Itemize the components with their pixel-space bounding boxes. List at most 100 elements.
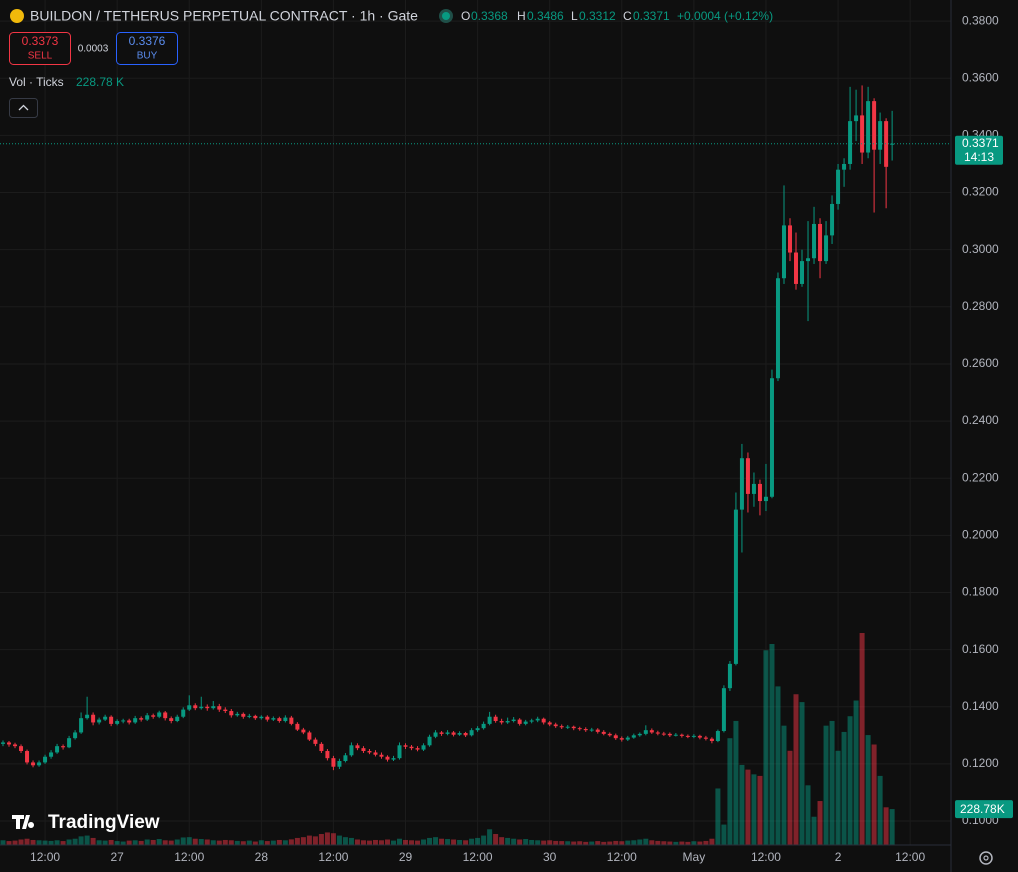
candle-body [848,121,853,164]
y-tick-label: 0.1200 [962,756,999,770]
candle-body [337,761,342,767]
candle-body [385,756,390,760]
candle-body [842,163,847,170]
volume-bar [685,841,691,845]
volume-bar [571,841,577,845]
legend-o-label: O [461,9,470,23]
volume-bar [889,809,895,845]
candle-body [703,737,708,739]
volume-bar [565,841,571,845]
volume-bar [547,840,553,845]
volume-bar [427,837,433,845]
volume-bar [871,744,877,845]
candle-body [175,716,180,722]
settings-button[interactable] [979,851,993,865]
candle-body [812,223,817,259]
candle-body [818,223,823,262]
candle-body [589,729,594,731]
candle-body [679,734,684,736]
volume-bar [102,840,108,845]
candle-body [301,729,306,733]
volume-bar [282,840,288,845]
candle-body [43,756,48,763]
candle-body [343,755,348,762]
candle-body [505,721,510,723]
candle-body [397,745,402,759]
sell-button[interactable] [9,32,71,65]
candle-body [415,748,420,750]
buy-button[interactable] [116,32,178,65]
volume-bar [96,840,102,845]
chart-title: BUILDON / TETHERUS PERPETUAL CONTRACT · … [30,8,418,24]
y-tick-label: 0.3000 [962,242,999,256]
legend-low: 0.3312 [579,9,616,23]
sell-price[interactable]: 0.3373 [22,34,59,48]
volume-bar [817,801,823,845]
settings-icon[interactable] [983,855,989,861]
candle-body [541,718,546,723]
volume-bar [757,775,763,845]
volume-bar [120,841,126,845]
collapse-button[interactable] [9,98,38,118]
candle-body [619,738,624,740]
volume-bar [78,836,84,845]
candle-body [247,715,252,717]
volume-bar [312,836,318,845]
volume-bar [180,837,186,845]
volume-bar [0,840,6,845]
volume-bar [511,838,517,845]
status-dot [442,12,450,20]
volume-bar [715,788,721,845]
volume-bar [739,764,745,845]
volume-bar [48,840,54,845]
candle-body [890,143,895,145]
buy-label[interactable]: BUY [137,51,158,62]
volume-bar [336,835,342,845]
volume-bar [18,839,24,845]
volume-bar [445,839,451,845]
collapse-icon[interactable] [18,104,29,111]
volume-bar [643,838,649,845]
candle-body [217,706,222,710]
volume-bar [481,835,487,845]
volume-bar [84,835,90,845]
candle-body [55,746,60,753]
volume-bar [637,839,643,845]
candle-body [121,720,126,722]
volume-bar [805,785,811,845]
spread: 0.0003 [78,44,109,55]
candle-body [229,711,234,716]
candle-body [49,752,54,757]
candle-body [529,720,534,722]
volume-bar [114,841,120,845]
volume-bar [72,838,78,845]
volume-bar [631,840,637,845]
candle-body [824,235,829,262]
candle-body [313,739,318,744]
candle-body [349,745,354,756]
candle-body [235,713,240,716]
candle-body [199,706,204,709]
candle-body [259,716,264,719]
candle-body [91,714,96,723]
candle-body [517,719,522,724]
candle-body [103,716,108,720]
volume-bar [679,841,685,845]
volume-bar [835,750,841,845]
candle-body [781,225,786,279]
volume-bar [661,841,667,845]
volume-bar [763,650,769,845]
brand-logo [12,815,35,829]
volume-bar [721,824,727,845]
volume-bar [649,840,655,845]
sell-label[interactable]: SELL [28,51,53,62]
candle-body [163,712,168,719]
legend-close: 0.3371 [633,9,670,23]
candle-body [721,688,726,732]
volume-bar [264,841,270,845]
candle-body [427,736,432,746]
candle-body [439,732,444,734]
volume-bar [709,838,715,845]
candle-body [73,732,78,739]
buy-price[interactable]: 0.3376 [129,34,166,48]
